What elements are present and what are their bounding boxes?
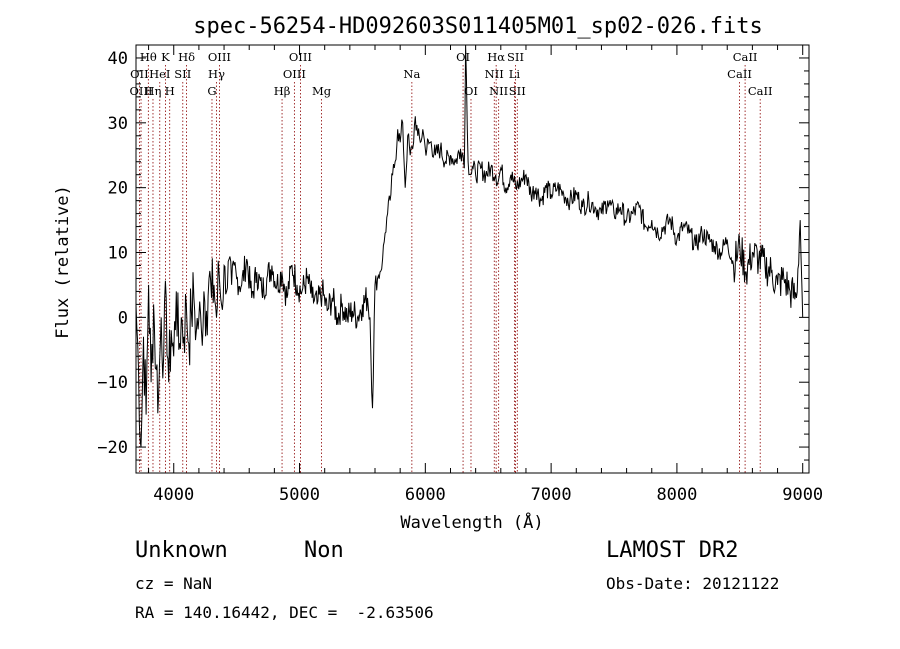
spectral-line-label: Hγ bbox=[208, 67, 225, 81]
y-tick-label: 0 bbox=[118, 308, 128, 328]
spectral-line-label: CaII bbox=[748, 84, 773, 98]
x-tick-label: 7000 bbox=[531, 485, 572, 505]
spectral-line-label: NII bbox=[489, 84, 508, 98]
spectral-line-label: OIII bbox=[289, 50, 312, 64]
plot-frame bbox=[135, 44, 810, 474]
spectrum-line bbox=[135, 44, 804, 448]
spectral-line-label: G bbox=[207, 84, 216, 98]
spectral-line-label: NII bbox=[485, 67, 504, 81]
spectral-line-label: H bbox=[165, 84, 175, 98]
observation-date: Obs-Date: 20121122 bbox=[606, 574, 780, 593]
spectral-line-label: OIII bbox=[130, 84, 153, 98]
y-tick-label: 10 bbox=[108, 244, 128, 264]
spectral-line-label: Hθ bbox=[140, 50, 157, 64]
y-tick-label: 40 bbox=[108, 49, 128, 69]
spectral-line-label: K bbox=[161, 50, 170, 64]
spectral-line-label: OIII bbox=[283, 67, 306, 81]
object-subclass: Non bbox=[304, 538, 344, 563]
spectral-line-label: OI bbox=[464, 84, 478, 98]
object-class: Unknown bbox=[135, 538, 228, 563]
spectral-line-labels: OII OIII Hθ Hη HeI K H SII Hδ G Hγ OIII Hβ OIII OIII Mg… bbox=[130, 50, 773, 98]
x-tick-label: 5000 bbox=[279, 485, 320, 505]
spectral-line-label: OIII bbox=[208, 50, 231, 64]
y-tick-label: 20 bbox=[108, 179, 128, 199]
x-tick-label: 8000 bbox=[656, 485, 697, 505]
spectral-line-label: CaII bbox=[727, 67, 752, 81]
chart-title: spec-56254-HD092603S011405M01_sp02-026.f… bbox=[193, 14, 763, 39]
survey-name: LAMOST DR2 bbox=[606, 538, 739, 563]
x-axis: 4000 5000 6000 7000 8000 9000 bbox=[148, 45, 823, 505]
x-axis-label: Wavelength (Å) bbox=[400, 511, 543, 533]
spectral-line-label: Hβ bbox=[274, 84, 291, 98]
y-tick-label: −10 bbox=[97, 373, 128, 393]
y-axis-label: Flux (relative) bbox=[53, 185, 73, 339]
spectral-line-label: Hη bbox=[145, 84, 162, 98]
x-tick-label: 4000 bbox=[153, 485, 194, 505]
coordinates: RA = 140.16442, DEC = -2.63506 bbox=[135, 603, 434, 622]
spectral-line-label: OII bbox=[130, 67, 149, 81]
spectral-line-label: CaII bbox=[733, 50, 758, 64]
x-tick-label: 6000 bbox=[405, 485, 446, 505]
redshift-cz: cz = NaN bbox=[135, 574, 213, 593]
spectral-line-label: OI bbox=[456, 50, 470, 64]
spectral-line-label: HeI bbox=[149, 67, 170, 81]
spectral-line-label: Hα bbox=[487, 50, 505, 64]
spectral-line-label: Li bbox=[509, 67, 521, 81]
x-tick-label: 9000 bbox=[782, 485, 823, 505]
spectral-line-label: SII bbox=[174, 67, 191, 81]
y-tick-label: −20 bbox=[97, 438, 128, 458]
y-axis: −20 −10 0 10 20 30 40 bbox=[97, 44, 809, 461]
spectral-line-label: Mg bbox=[312, 84, 332, 98]
spectral-line-label: SII bbox=[507, 50, 524, 64]
spectral-line-markers bbox=[138, 65, 761, 473]
spectral-line-label: SII bbox=[509, 84, 526, 98]
y-tick-label: 30 bbox=[108, 114, 128, 134]
spectral-line-label: Hδ bbox=[178, 50, 195, 64]
spectral-line-label: Na bbox=[403, 67, 420, 81]
